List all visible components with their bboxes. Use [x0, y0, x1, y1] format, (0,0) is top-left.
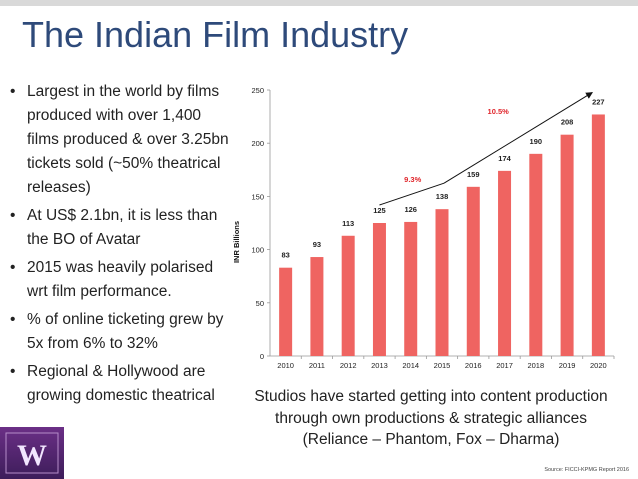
source-note: Source: FICCI-KPMG Report 2016 [544, 467, 629, 473]
data-label: 126 [404, 205, 417, 214]
bullet-dot: • [10, 207, 16, 224]
revenue-bar-chart: INR Billions 0 50 100 150 200 250 83 2010 93 2011… [232, 86, 615, 370]
bullet-dot: • [10, 363, 16, 380]
top-rule [0, 0, 638, 6]
bar [435, 209, 449, 356]
caption-line: (Reliance – Phantom, Fox – Dharma) [302, 431, 560, 448]
x-tick-label: 2014 [402, 361, 419, 370]
bar [591, 114, 605, 356]
y-tick-label: 250 [251, 86, 264, 95]
bar [466, 186, 480, 356]
data-label: 125 [373, 206, 386, 215]
growth-arrow [443, 92, 593, 184]
bullet-item: • Regional & Hollywood are growing domest… [8, 360, 236, 408]
caption-line: through own productions & strategic alli… [275, 409, 587, 427]
cagr-annotation: 10.5% [488, 107, 510, 116]
x-tick-label: 2011 [309, 361, 325, 370]
bullet-dot: • [10, 259, 16, 276]
data-label: 227 [592, 97, 605, 106]
data-label: 159 [467, 170, 480, 179]
caption: Studios have started getting into conten… [236, 386, 626, 451]
data-label: 93 [313, 240, 321, 249]
bullet-dot: • [10, 311, 16, 328]
growth-arrow-line [379, 182, 445, 206]
bullet-text: At US$ 2.1bn, it is less than the BO of … [27, 207, 218, 248]
bar [279, 267, 293, 356]
x-tick-label: 2015 [434, 361, 451, 370]
bullet-text: Regional & Hollywood are growing domesti… [27, 363, 215, 404]
y-tick-label: 0 [260, 352, 264, 361]
x-tick-label: 2013 [371, 361, 388, 370]
y-tick-label: 200 [251, 139, 264, 148]
y-axis-label: INR Billions [232, 221, 241, 263]
data-label: 83 [281, 251, 289, 260]
bullet-text: Largest in the world by films produced w… [27, 83, 229, 196]
bullet-item: • Largest in the world by films produced … [8, 80, 236, 200]
x-tick-label: 2018 [527, 361, 544, 370]
bullet-dot: • [10, 83, 16, 100]
logo-letter: W [17, 439, 47, 472]
bullet-item: • 2015 was heavily polarised wrt film per… [8, 256, 236, 304]
x-tick-label: 2016 [465, 361, 482, 370]
bar [560, 134, 574, 356]
bar [341, 235, 355, 356]
bullet-text: % of online ticketing grew by 5x from 6%… [27, 311, 224, 352]
bar [310, 257, 324, 356]
data-label: 113 [342, 219, 354, 228]
x-tick-label: 2020 [590, 361, 607, 370]
x-tick-label: 2012 [340, 361, 357, 370]
bullet-text: 2015 was heavily polarised wrt film perf… [27, 259, 214, 300]
x-tick-label: 2017 [496, 361, 513, 370]
x-tick-label: 2010 [277, 361, 294, 370]
bullet-item: • At US$ 2.1bn, it is less than the BO of… [8, 204, 236, 252]
y-tick-label: 150 [251, 192, 264, 201]
data-label: 174 [498, 154, 511, 163]
bullet-list: • Largest in the world by films produced … [8, 80, 236, 412]
x-tick-label: 2019 [559, 361, 576, 370]
bar [529, 153, 543, 356]
bar [498, 170, 512, 356]
brand-logo: W [0, 427, 64, 479]
y-tick-label: 50 [256, 299, 264, 308]
y-tick-label: 100 [251, 246, 264, 255]
data-label: 190 [530, 137, 543, 146]
caption-line: Studios have started getting into conten… [254, 388, 608, 405]
bullet-item: • % of online ticketing grew by 5x from 6… [8, 308, 236, 356]
data-label: 138 [436, 192, 449, 201]
cagr-annotation: 9.3% [404, 175, 421, 184]
slide-title: The Indian Film Industry [22, 14, 409, 55]
bar [404, 221, 418, 356]
bar [372, 223, 386, 356]
data-label: 208 [561, 118, 574, 127]
